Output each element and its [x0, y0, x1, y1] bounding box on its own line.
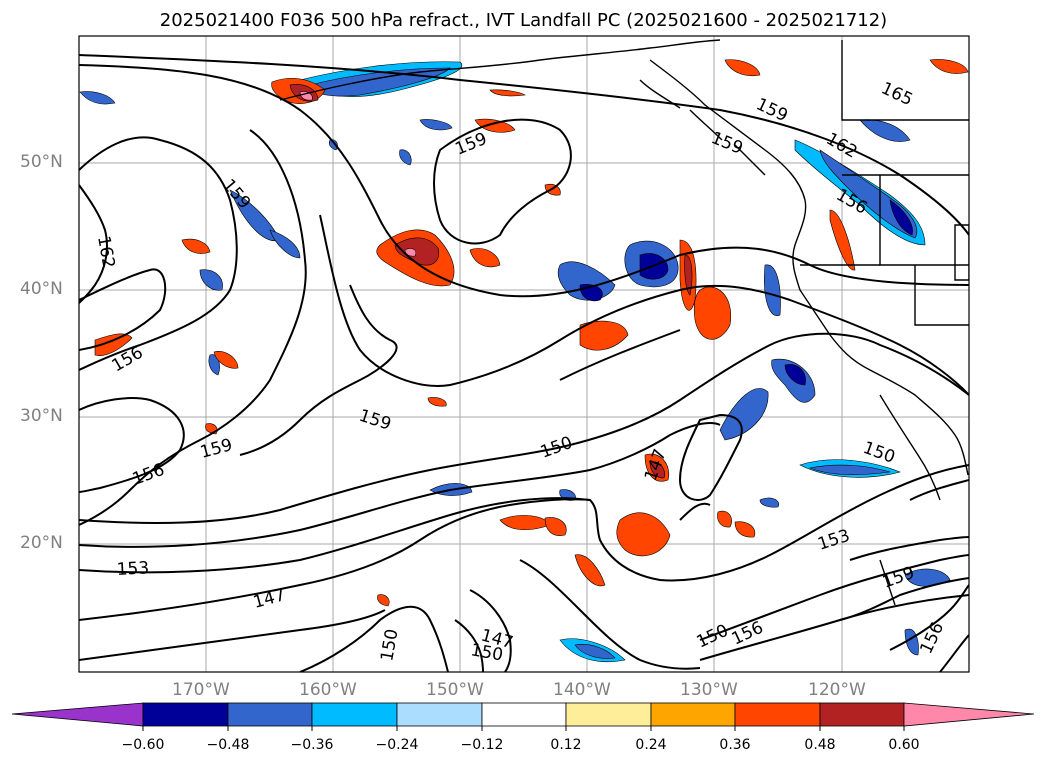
colorbar-tick-label: −0.24 [375, 737, 419, 753]
lat-label: 30°N [20, 406, 63, 426]
negative-pc-regions [79, 61, 951, 663]
lon-label: 120°W [808, 680, 866, 700]
height-contours [79, 54, 969, 672]
colorbar-extend-low [11, 702, 144, 727]
colorbar-tick-label: −0.12 [460, 737, 504, 753]
colorbar-cell [142, 702, 229, 727]
colorbar-cell [396, 702, 483, 727]
figure-title: 2025021400 F036 500 hPa refract., IVT La… [159, 10, 888, 31]
colorbar-cell [311, 702, 398, 727]
lat-label: 50°N [20, 152, 63, 172]
colorbar-tick-label: −0.36 [290, 737, 334, 753]
colorbar-cell [650, 702, 736, 727]
positive-pc-regions [94, 59, 969, 607]
lon-label: 170°W [172, 680, 230, 700]
colorbar-tick-label: 0.60 [888, 737, 920, 753]
colorbar [11, 702, 1035, 731]
colorbar-ticks [142, 726, 905, 731]
lon-label: 140°W [553, 680, 611, 700]
coastlines [279, 39, 969, 606]
lon-label: 130°W [680, 680, 738, 700]
colorbar-tick-label: −0.60 [121, 737, 165, 753]
lon-label: 150°W [426, 680, 484, 700]
colorbar-tick-label: 0.24 [635, 737, 667, 753]
lon-label: 160°W [299, 680, 357, 700]
colorbar-cell [734, 702, 821, 727]
lat-label: 20°N [20, 533, 63, 553]
colorbar-tick-label: −0.48 [206, 737, 250, 753]
colorbar-cell [481, 702, 567, 727]
colorbar-tick-label: 0.12 [550, 737, 582, 753]
colorbar-tick-label: 0.48 [804, 737, 836, 753]
graticule [79, 36, 969, 672]
plot-frame [78, 35, 970, 673]
contour-label: 153 [116, 558, 149, 580]
colorbar-cell [819, 702, 905, 727]
colorbar-extend-high [903, 702, 1035, 727]
colorbar-cell [565, 702, 652, 727]
lat-label: 40°N [20, 279, 63, 299]
colorbar-cell [227, 702, 313, 727]
colorbar-tick-label: 0.36 [719, 737, 751, 753]
